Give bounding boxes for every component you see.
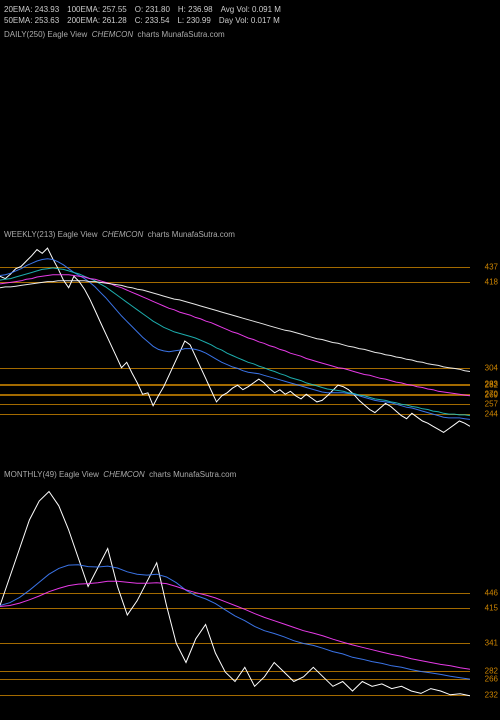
chart-panel: MONTHLY(49) Eagle View CHEMCON charts Mu…: [0, 470, 500, 710]
stat-item: H: 236.98: [178, 4, 213, 15]
stat-item: L: 230.99: [177, 15, 210, 26]
price-level-label: 282: [485, 381, 498, 390]
stats-header: 20EMA: 243.93 100EMA: 257.55 O: 231.80 H: 2…: [4, 4, 289, 26]
price-level-label: 266: [485, 674, 498, 683]
price-level-label: 232: [485, 690, 498, 699]
stat-item: 100EMA: 257.55: [67, 4, 127, 15]
panel-title: WEEKLY(213) Eagle View CHEMCON charts Mu…: [4, 230, 235, 239]
stat-item: Day Vol: 0.017 M: [219, 15, 280, 26]
ma100-line: [0, 275, 470, 396]
price-level-label: 446: [485, 589, 498, 598]
price-level-label: 415: [485, 603, 498, 612]
stat-item: Avg Vol: 0.091 M: [221, 4, 281, 15]
stat-item: O: 231.80: [135, 4, 170, 15]
price-line: [0, 492, 470, 696]
ma50-line: [0, 268, 470, 416]
price-level-label: 304: [485, 364, 498, 373]
price-level-label: 437: [485, 263, 498, 272]
price-level-label: 269: [485, 391, 498, 400]
stats-row-2: 50EMA: 253.63 200EMA: 261.28 C: 233.54 L: 2…: [4, 15, 289, 26]
chart-svg: [0, 242, 470, 440]
price-level-label: 418: [485, 277, 498, 286]
chart-panel: WEEKLY(213) Eagle View CHEMCON charts Mu…: [0, 230, 500, 440]
price-level-label: 257: [485, 400, 498, 409]
chart-svg: [0, 42, 470, 210]
stat-item: C: 233.54: [135, 15, 170, 26]
ma20-line: [0, 565, 470, 679]
panel-title: MONTHLY(49) Eagle View CHEMCON charts Mu…: [4, 470, 236, 479]
stat-item: 200EMA: 261.28: [67, 15, 127, 26]
chart-panel: DAILY(250) Eagle View CHEMCON charts Mun…: [0, 30, 500, 210]
stat-item: 20EMA: 243.93: [4, 4, 59, 15]
panel-title: DAILY(250) Eagle View CHEMCON charts Mun…: [4, 30, 225, 39]
stats-row-1: 20EMA: 243.93 100EMA: 257.55 O: 231.80 H: 2…: [4, 4, 289, 15]
stat-item: 50EMA: 253.63: [4, 15, 59, 26]
ma50-line: [0, 581, 470, 669]
price-level-label: 341: [485, 639, 498, 648]
chart-svg: [0, 482, 470, 710]
ma200-line: [0, 281, 470, 372]
price-level-label: 244: [485, 410, 498, 419]
